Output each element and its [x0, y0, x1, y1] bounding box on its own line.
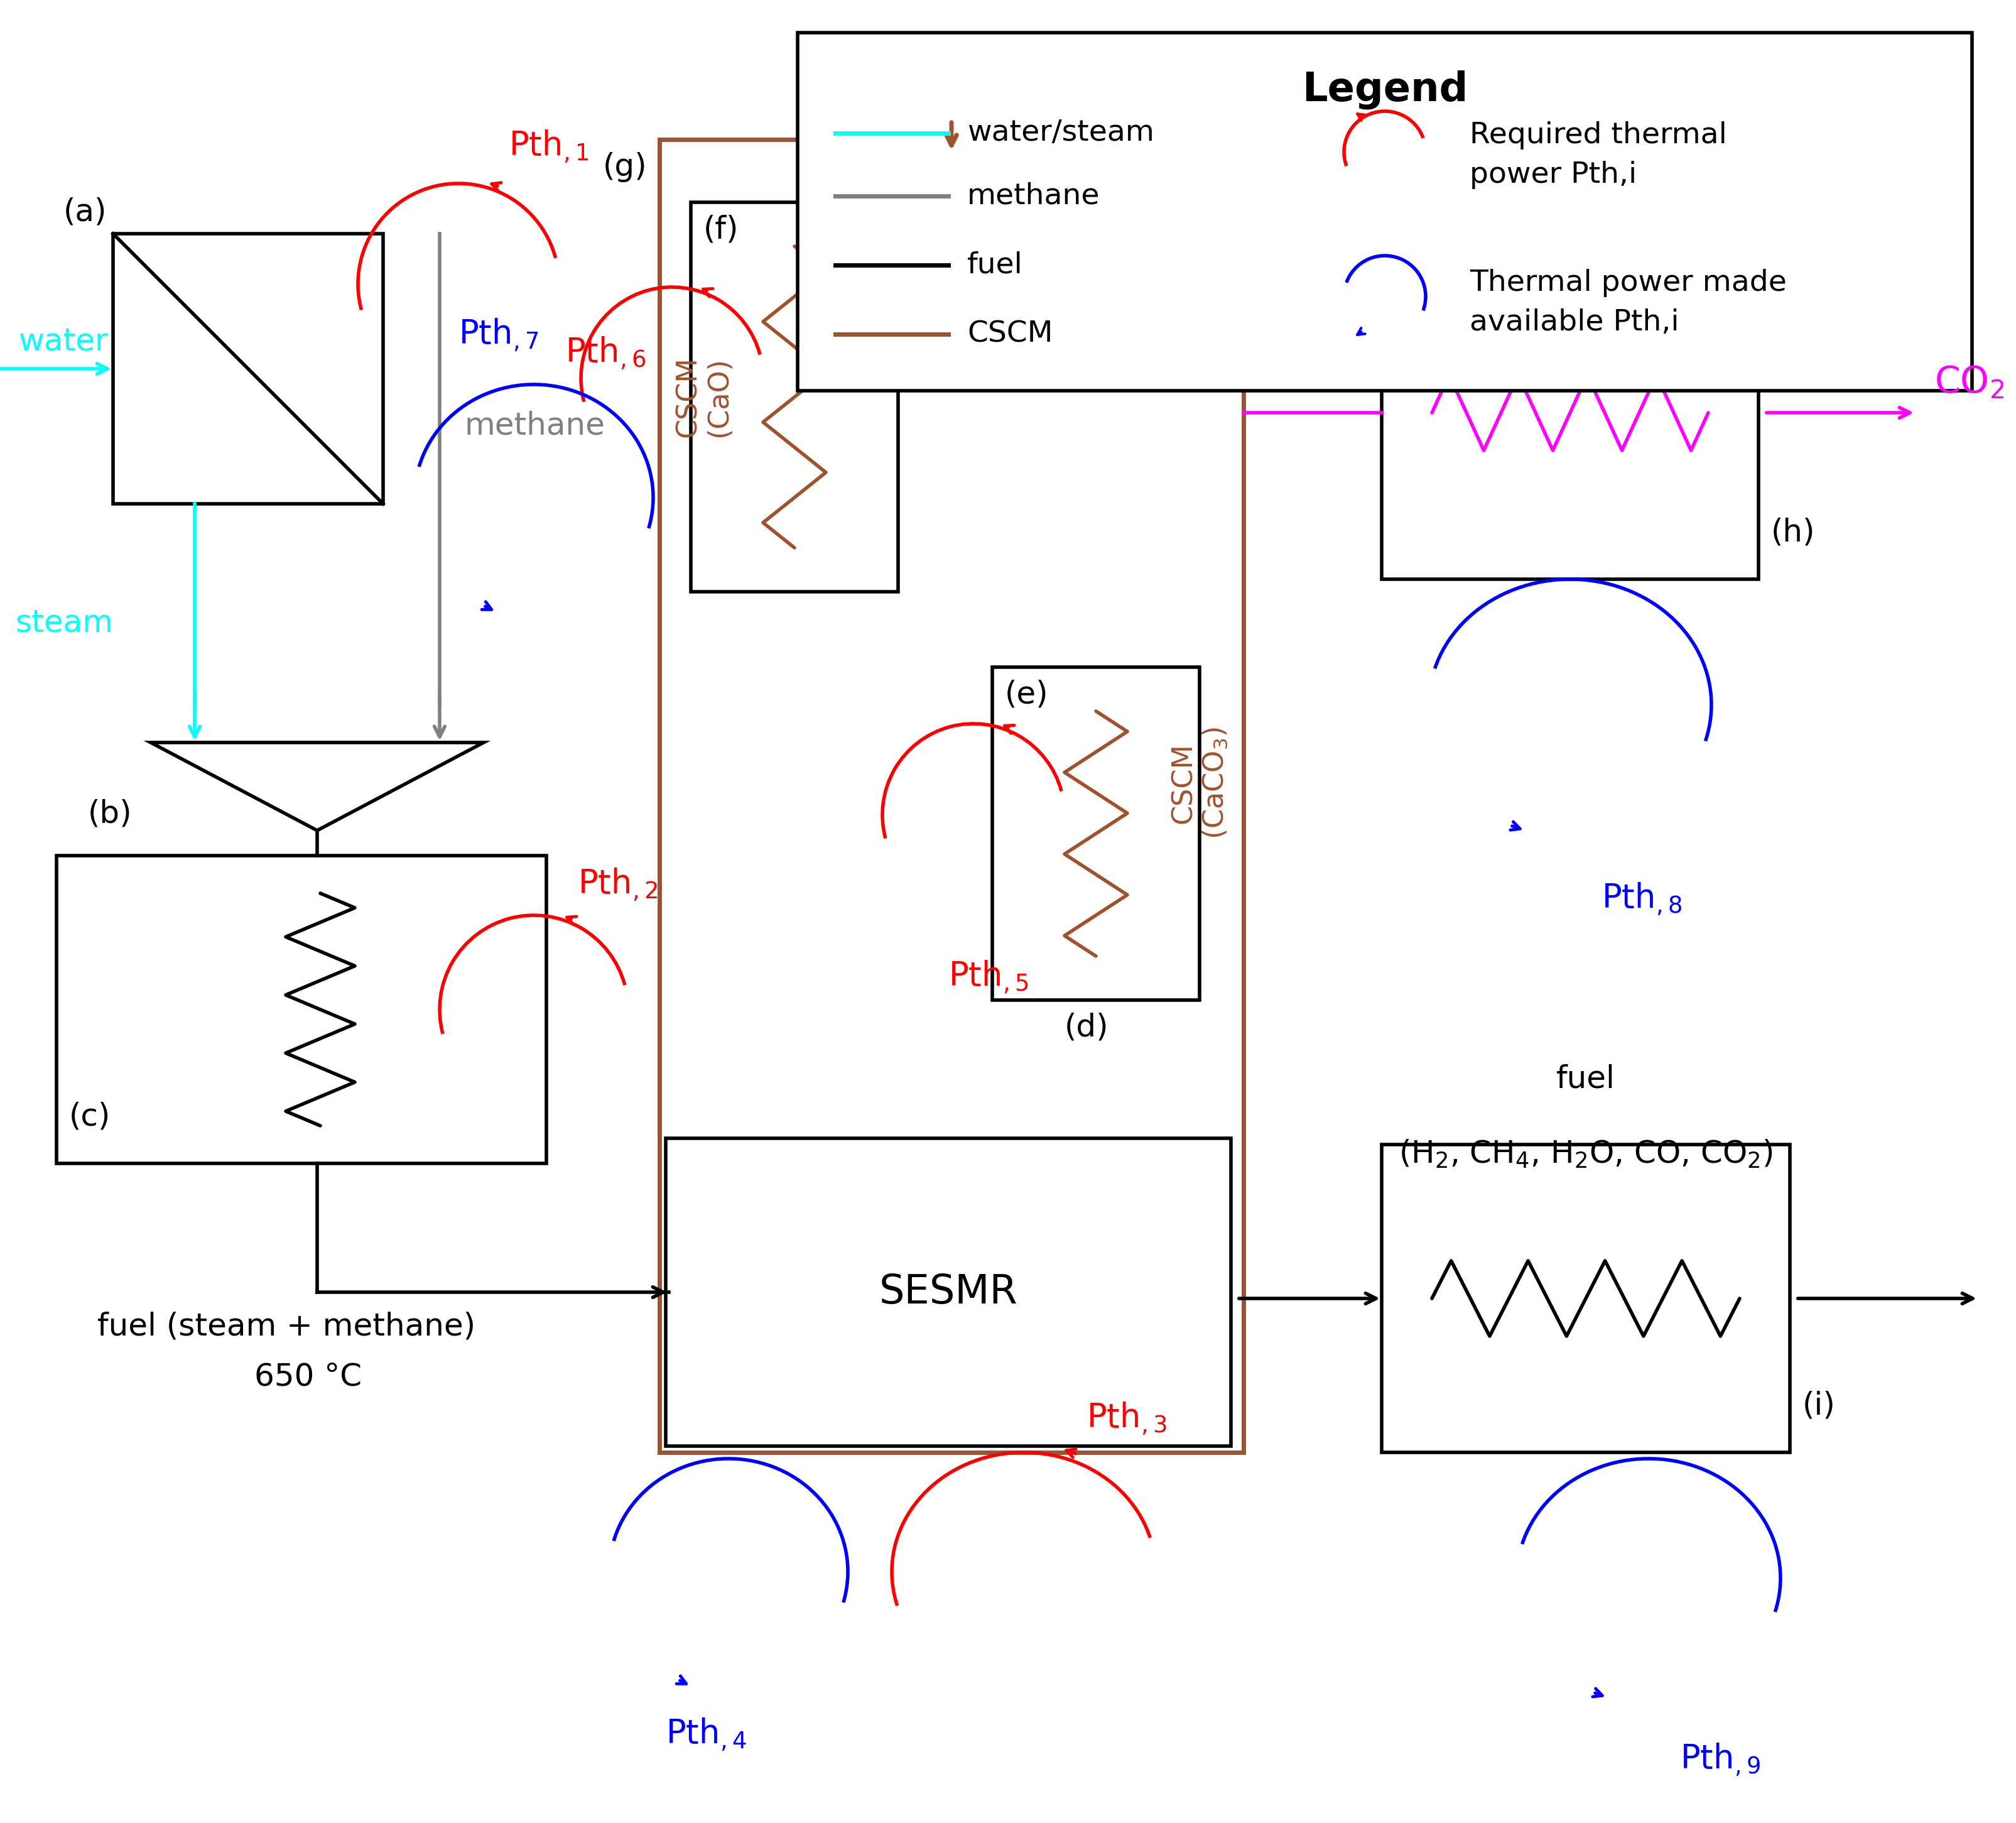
- Text: Pth$_{,5}$: Pth$_{,5}$: [948, 959, 1028, 995]
- Text: CSCM
(CaO): CSCM (CaO): [673, 357, 732, 438]
- Text: CO$_2$: CO$_2$: [1935, 365, 2004, 401]
- Bar: [665, 1138, 1232, 1446]
- Text: water: water: [18, 326, 109, 355]
- Text: Pth$_{,3}$: Pth$_{,3}$: [1087, 1400, 1167, 1437]
- Text: (H$_2$, CH$_4$, H$_2$O, CO, CO$_2$): (H$_2$, CH$_4$, H$_2$O, CO, CO$_2$): [1399, 1138, 1772, 1170]
- Text: CSCM
(CaCO$_3$): CSCM (CaCO$_3$): [1169, 727, 1230, 839]
- Text: water/steam: water/steam: [968, 118, 1155, 148]
- Text: Legend: Legend: [1302, 71, 1468, 109]
- Bar: [992, 667, 1200, 1001]
- Text: (f): (f): [704, 215, 740, 244]
- Bar: [113, 233, 383, 503]
- Text: Pth$_{,8}$: Pth$_{,8}$: [1601, 881, 1681, 917]
- Text: fuel: fuel: [1556, 1065, 1615, 1094]
- Bar: [56, 855, 546, 1163]
- Text: Pth$_{,6}$: Pth$_{,6}$: [564, 335, 645, 372]
- Text: (c): (c): [69, 1101, 111, 1132]
- Text: steam: steam: [14, 609, 113, 638]
- Text: (e): (e): [1004, 680, 1048, 709]
- Text: Required thermal
power Pth,i: Required thermal power Pth,i: [1470, 122, 1728, 190]
- Text: SESMR: SESMR: [879, 1272, 1018, 1313]
- Text: 650 °C: 650 °C: [254, 1362, 361, 1391]
- Text: Pth$_{,4}$: Pth$_{,4}$: [665, 1715, 746, 1752]
- Bar: [691, 202, 897, 592]
- Bar: [798, 33, 1972, 390]
- Text: methane: methane: [466, 410, 605, 441]
- Bar: [1381, 1145, 1790, 1453]
- Text: methane: methane: [968, 182, 1101, 210]
- Text: Pth$_{,9}$: Pth$_{,9}$: [1679, 1741, 1760, 1777]
- Text: (i): (i): [1802, 1391, 1837, 1420]
- Text: Pth$_{,1}$: Pth$_{,1}$: [508, 128, 589, 164]
- Text: CSCM: CSCM: [968, 321, 1052, 348]
- Text: Pth$_{,2}$: Pth$_{,2}$: [579, 866, 657, 902]
- Text: Thermal power made
available Pth,i: Thermal power made available Pth,i: [1470, 270, 1786, 337]
- Text: fuel (steam + methane): fuel (steam + methane): [97, 1311, 476, 1342]
- Text: Pth$_{,7}$: Pth$_{,7}$: [458, 317, 538, 354]
- Text: (g): (g): [603, 151, 647, 182]
- Text: (h): (h): [1772, 518, 1814, 547]
- Text: (b): (b): [87, 798, 131, 829]
- Text: (a): (a): [62, 197, 107, 228]
- Bar: [1381, 246, 1758, 580]
- Text: fuel: fuel: [968, 252, 1022, 279]
- Text: (d): (d): [1064, 1012, 1109, 1043]
